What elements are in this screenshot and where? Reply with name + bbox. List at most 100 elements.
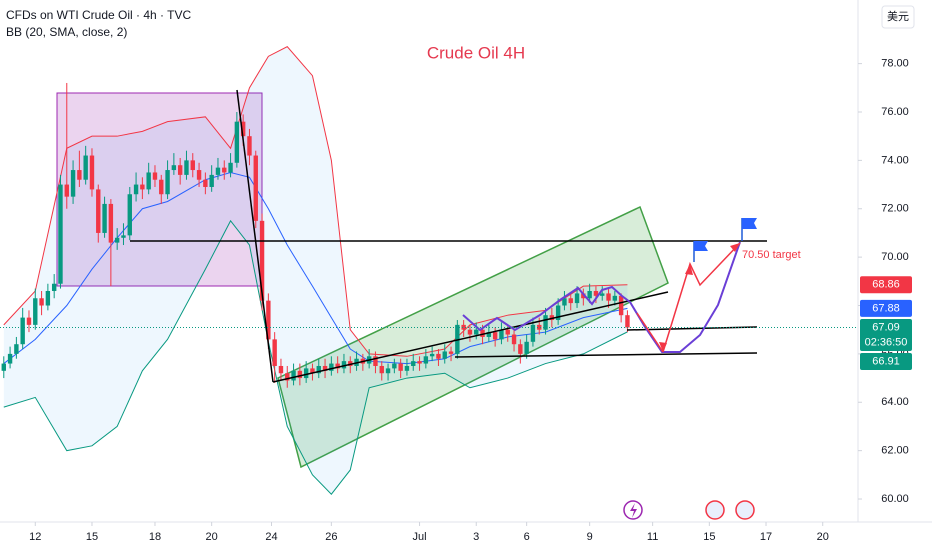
arrow-head [730, 243, 740, 252]
candle-body [215, 167, 221, 175]
candle-body [511, 334, 517, 345]
candle-body [392, 363, 397, 369]
symbol-header: CFDs on WTI Crude Oil · 4h · TVC [6, 8, 191, 22]
drop-line [236, 89, 274, 383]
price-label-box [860, 276, 912, 294]
candle-body [222, 167, 227, 173]
candle-body [341, 361, 347, 369]
candle-body [272, 339, 277, 366]
candle-body [45, 290, 51, 306]
candle-body [404, 365, 410, 371]
candle-body [196, 170, 202, 180]
y-tick-label: 78.00 [881, 58, 909, 70]
candle-body [14, 344, 19, 354]
plot-area: 70.50 target [0, 46, 858, 520]
candle-body [7, 353, 13, 364]
candle-body [568, 298, 573, 304]
candle-body [209, 174, 214, 187]
candle-body [140, 184, 145, 190]
candle-body [152, 172, 158, 180]
annotation: 70.50 target [742, 249, 801, 261]
candle-body [486, 332, 492, 337]
support-line [454, 352, 758, 358]
candle-body [398, 363, 403, 371]
candle-body [348, 361, 353, 366]
y-tick-label: 60.00 [881, 493, 909, 505]
candle-body [618, 295, 624, 316]
candle-body [562, 298, 567, 306]
event-icon [630, 503, 637, 518]
price-label: 67.09 [872, 321, 900, 333]
candle-body [524, 341, 529, 354]
candle-body [39, 298, 44, 306]
x-tick-label: 18 [149, 531, 161, 543]
candle-body [606, 293, 611, 301]
candle-body [177, 165, 183, 175]
candle-body [322, 365, 328, 371]
candle-body [253, 155, 258, 221]
candle-body [385, 368, 391, 374]
event-icon[interactable] [735, 500, 755, 520]
candle-body [203, 179, 208, 187]
candle-body [417, 361, 422, 364]
candle-body [64, 184, 69, 197]
candle-body [278, 365, 284, 374]
candle-body [259, 220, 265, 301]
x-tick-label: 26 [325, 531, 337, 543]
flag [694, 241, 708, 251]
x-tick-label: 11 [647, 531, 658, 543]
y-tick-label: 64.00 [881, 396, 909, 408]
candle-body [133, 184, 139, 195]
candle-body [461, 324, 466, 330]
flag [742, 218, 757, 229]
candle-body [102, 203, 107, 233]
projection-path [462, 241, 741, 353]
candle-body [467, 329, 473, 335]
x-tick-label: 15 [86, 531, 98, 543]
candle-body [190, 160, 195, 171]
candle-body [442, 351, 447, 359]
candle-body [114, 237, 120, 243]
currency-button[interactable] [881, 5, 915, 29]
chart-title: Crude Oil 4H [427, 43, 525, 62]
candle-body [474, 329, 479, 335]
candle-body [234, 121, 240, 163]
price-label: 67.88 [872, 302, 900, 314]
candle-body [411, 361, 416, 366]
event-icon[interactable] [705, 500, 725, 520]
candle-body [33, 298, 38, 325]
x-tick-label: 20 [206, 531, 218, 543]
currency: 美元 [887, 10, 909, 23]
countdown: 02:36:50 [865, 336, 908, 348]
candle-body [423, 356, 429, 364]
candle-body [448, 351, 454, 354]
candle-body [51, 283, 57, 291]
candle-body [600, 293, 605, 296]
candle-body [310, 368, 315, 374]
arrow [636, 312, 664, 353]
candle-body [373, 356, 378, 366]
trend-line [272, 291, 669, 383]
band-upper [3, 46, 628, 357]
band-fill [3, 46, 628, 495]
arrow-head [685, 264, 693, 275]
candle-body [291, 370, 296, 381]
candle-body [96, 189, 101, 233]
candle-body [127, 194, 132, 236]
candle-body [316, 365, 321, 374]
candle-body [89, 155, 95, 190]
band-lower [3, 219, 628, 495]
candle-body [518, 344, 523, 354]
candle-body [228, 162, 233, 173]
axes: 60.0062.0064.0066.0068.0070.0072.0074.00… [29, 58, 912, 543]
candle-body [70, 170, 76, 197]
y-tick-label: 74.00 [881, 154, 909, 166]
candle-body [171, 165, 177, 171]
x-tick-label: 20 [817, 531, 829, 543]
candle-body [20, 317, 25, 345]
candle-body [549, 315, 555, 321]
x-tick-label: 6 [524, 531, 530, 543]
arrow-head [659, 342, 667, 352]
candle-body [436, 353, 441, 359]
